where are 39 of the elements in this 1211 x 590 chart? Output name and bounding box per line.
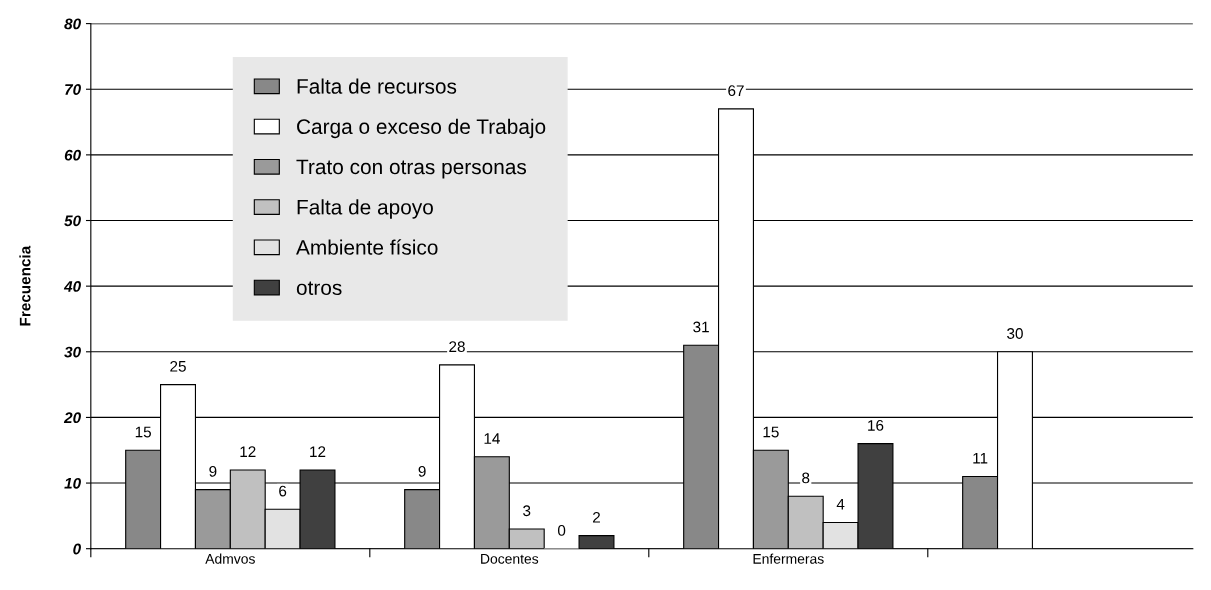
- data-label: 67: [728, 85, 744, 97]
- legend-label: otros: [296, 281, 342, 296]
- legend-label: Ambiente físico: [296, 239, 438, 255]
- data-label: 8: [802, 472, 810, 484]
- y-tick-label: 50: [64, 215, 81, 227]
- data-label: 9: [418, 465, 426, 477]
- data-label: 2: [593, 511, 600, 523]
- legend-label: Trato con otras personas: [296, 159, 527, 179]
- data-label: 9: [209, 465, 217, 477]
- data-label: 6: [279, 485, 287, 497]
- data-label: 14: [484, 433, 500, 444]
- y-tick-label: 80: [64, 18, 81, 30]
- data-label: 11: [973, 452, 988, 464]
- data-label: 28: [449, 341, 465, 353]
- y-tick-label: 40: [63, 281, 81, 292]
- data-label: 12: [310, 446, 326, 457]
- x-tick-label: Enfermeras: [753, 553, 824, 564]
- y-axis-title: Frecuencia: [19, 245, 31, 326]
- legend-label: Falta de apoyo: [297, 199, 433, 219]
- legend-label: Carga o exceso de Trabajo: [297, 118, 546, 139]
- data-label: 25: [170, 360, 186, 372]
- data-label: 12: [240, 446, 256, 457]
- y-tick-label: 20: [63, 412, 81, 424]
- data-label: 3: [523, 505, 531, 517]
- data-label: 31: [693, 321, 709, 333]
- data-label: 15: [763, 426, 779, 438]
- data-label: 16: [868, 420, 884, 431]
- data-label: 30: [1007, 328, 1023, 339]
- x-tick-label: Admvos: [205, 553, 255, 564]
- data-label: 4: [836, 498, 845, 510]
- legend-label: Falta de recursos: [297, 78, 457, 94]
- y-tick-label: 70: [65, 84, 81, 95]
- x-tick-label: Docentes: [481, 554, 539, 564]
- data-label: 0: [557, 525, 566, 536]
- data-label: 15: [135, 426, 151, 438]
- y-tick-label: 60: [64, 149, 81, 161]
- y-tick-label: 10: [64, 477, 81, 489]
- y-tick-label: 30: [64, 346, 81, 358]
- y-tick-label: 0: [73, 543, 81, 555]
